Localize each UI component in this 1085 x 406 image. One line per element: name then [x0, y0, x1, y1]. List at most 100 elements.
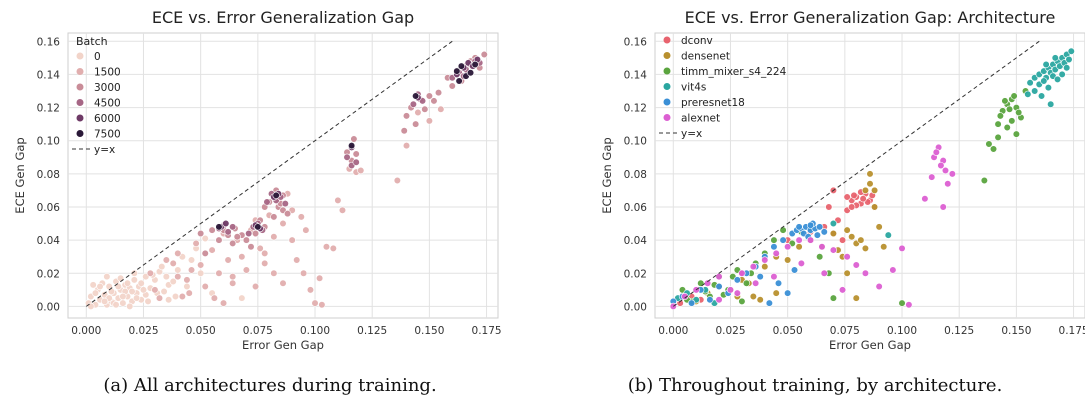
x-tick-label: 0.000: [71, 325, 101, 337]
scatter-point-0: [130, 269, 138, 277]
scatter-point-densenet: [870, 203, 879, 211]
scatter-point-dconv: [859, 195, 867, 203]
scatter-point-alexnet: [928, 173, 936, 181]
scatter-point-0: [137, 279, 145, 287]
scatter-point-alexnet: [770, 272, 778, 281]
scatter-point-alexnet: [948, 170, 956, 178]
y-tick-label: 0.08: [37, 169, 60, 181]
scatter-point-dconv: [843, 193, 851, 201]
scatter-point-preresnet18: [784, 289, 792, 297]
scatter-point-1500: [155, 294, 164, 302]
scatter-point-1500: [279, 219, 287, 228]
scatter-points: [669, 47, 1075, 311]
scatter-point-1500: [437, 105, 445, 113]
scatter-point-0: [158, 263, 166, 271]
scatter-point-alexnet: [932, 148, 940, 156]
reference-line-y-eq-x: [86, 40, 453, 307]
scatter-point-1500: [162, 256, 170, 264]
scatter-point-preresnet18: [733, 276, 741, 284]
scatter-point-3000: [197, 229, 205, 238]
scatter-point-alexnet: [852, 261, 860, 269]
scatter-point-vit4s: [1044, 84, 1053, 92]
scatter-point-4500: [263, 198, 271, 206]
scatter-point-4500: [281, 200, 289, 208]
scatter-point-3000: [430, 97, 438, 105]
scatter-point-7500: [254, 223, 262, 231]
scatter-point-timm_mixer_s4_224: [1010, 92, 1018, 100]
scatter-point-1500: [229, 272, 237, 281]
y-tick-label: 0.00: [37, 301, 60, 313]
scatter-point-timm_mixer_s4_224: [898, 299, 906, 307]
scatter-point-0: [174, 266, 182, 274]
scatter-point-alexnet: [761, 256, 769, 264]
scatter-point-vit4s: [1058, 70, 1066, 79]
scatter-point-timm_mixer_s4_224: [1003, 123, 1011, 132]
scatter-point-vit4s: [884, 231, 892, 239]
scatter-point-dconv: [850, 191, 858, 199]
scatter-point-alexnet: [715, 272, 723, 281]
scatter-point-alexnet: [738, 269, 746, 277]
scatter-point-vit4s: [829, 219, 838, 228]
scatter-point-timm_mixer_s4_224: [1008, 117, 1016, 125]
scatter-point-vit4s: [1053, 75, 1062, 83]
legend-marker: [76, 114, 84, 122]
legend-label: 0: [94, 51, 101, 63]
legend-label: preresnet18: [681, 97, 745, 109]
scatter-point-3000: [421, 105, 429, 113]
scatter-point-preresnet18: [790, 266, 799, 274]
scatter-point-1500: [402, 142, 411, 150]
scatter-point-alexnet: [889, 266, 897, 274]
scatter-point-1500: [302, 226, 310, 234]
scatter-point-7500: [466, 69, 475, 77]
scatter-point-alexnet: [820, 269, 828, 277]
scatter-point-timm_mixer_s4_224: [738, 297, 746, 306]
legend-label: 7500: [94, 129, 121, 141]
scatter-point-0: [197, 269, 205, 277]
scatter-point-alexnet: [772, 249, 780, 257]
scatter-point-alexnet: [829, 246, 838, 254]
scatter-point-1500: [318, 301, 326, 309]
scatter-point-0: [160, 287, 168, 296]
y-tick-label: 0.02: [624, 268, 647, 280]
scatter-point-timm_mixer_s4_224: [996, 112, 1004, 120]
scatter-point-0: [139, 286, 148, 294]
y-tick-label: 0.12: [37, 103, 60, 115]
scatter-point-vit4s: [1047, 100, 1055, 108]
scatter-point-preresnet18: [770, 243, 778, 251]
x-tick-label: 0.025: [715, 325, 745, 337]
scatter-point-3000: [425, 92, 433, 100]
scatter-point-0: [114, 282, 122, 291]
scatter-point-preresnet18: [779, 236, 787, 244]
scatter-point-vit4s: [1026, 79, 1034, 87]
scatter-point-preresnet18: [795, 223, 803, 231]
scatter-point-1500: [208, 246, 216, 254]
scatter-point-0: [112, 301, 120, 309]
scatter-point-timm_mixer_s4_224: [779, 226, 787, 234]
scatter-point-timm_mixer_s4_224: [816, 253, 824, 261]
legend-label: y=x: [681, 128, 702, 140]
plot-area: [67, 32, 499, 319]
scatter-point-0: [96, 282, 104, 291]
scatter-point-7500: [457, 62, 466, 70]
legend: Batch 0 1500 3000 4500 6000 7500 y=x: [72, 35, 121, 156]
panel-b: ECE vs. Error Generalization Gap: Archit…: [545, 0, 1085, 406]
scatter-point-densenet: [852, 294, 860, 302]
scatter-point-alexnet: [939, 203, 947, 211]
scatter-point-3000: [283, 210, 292, 218]
scatter-point-alexnet: [726, 286, 735, 294]
scatter-point-dconv: [825, 203, 833, 211]
scatter-point-0: [201, 234, 209, 243]
scatter-point-1500: [192, 239, 200, 248]
scatter-point-alexnet: [669, 302, 677, 311]
scatter-point-7500: [453, 67, 461, 75]
scatter-point-3000: [412, 120, 420, 128]
scatter-point-0: [87, 302, 95, 311]
scatter-point-1500: [425, 117, 433, 125]
scatter-point-preresnet18: [774, 279, 783, 287]
scatter-point-0: [91, 289, 100, 297]
legend-marker: [76, 130, 84, 137]
scatter-point-0: [89, 281, 97, 289]
scatter-point-0: [171, 292, 180, 301]
scatter-point-1500: [183, 276, 191, 284]
